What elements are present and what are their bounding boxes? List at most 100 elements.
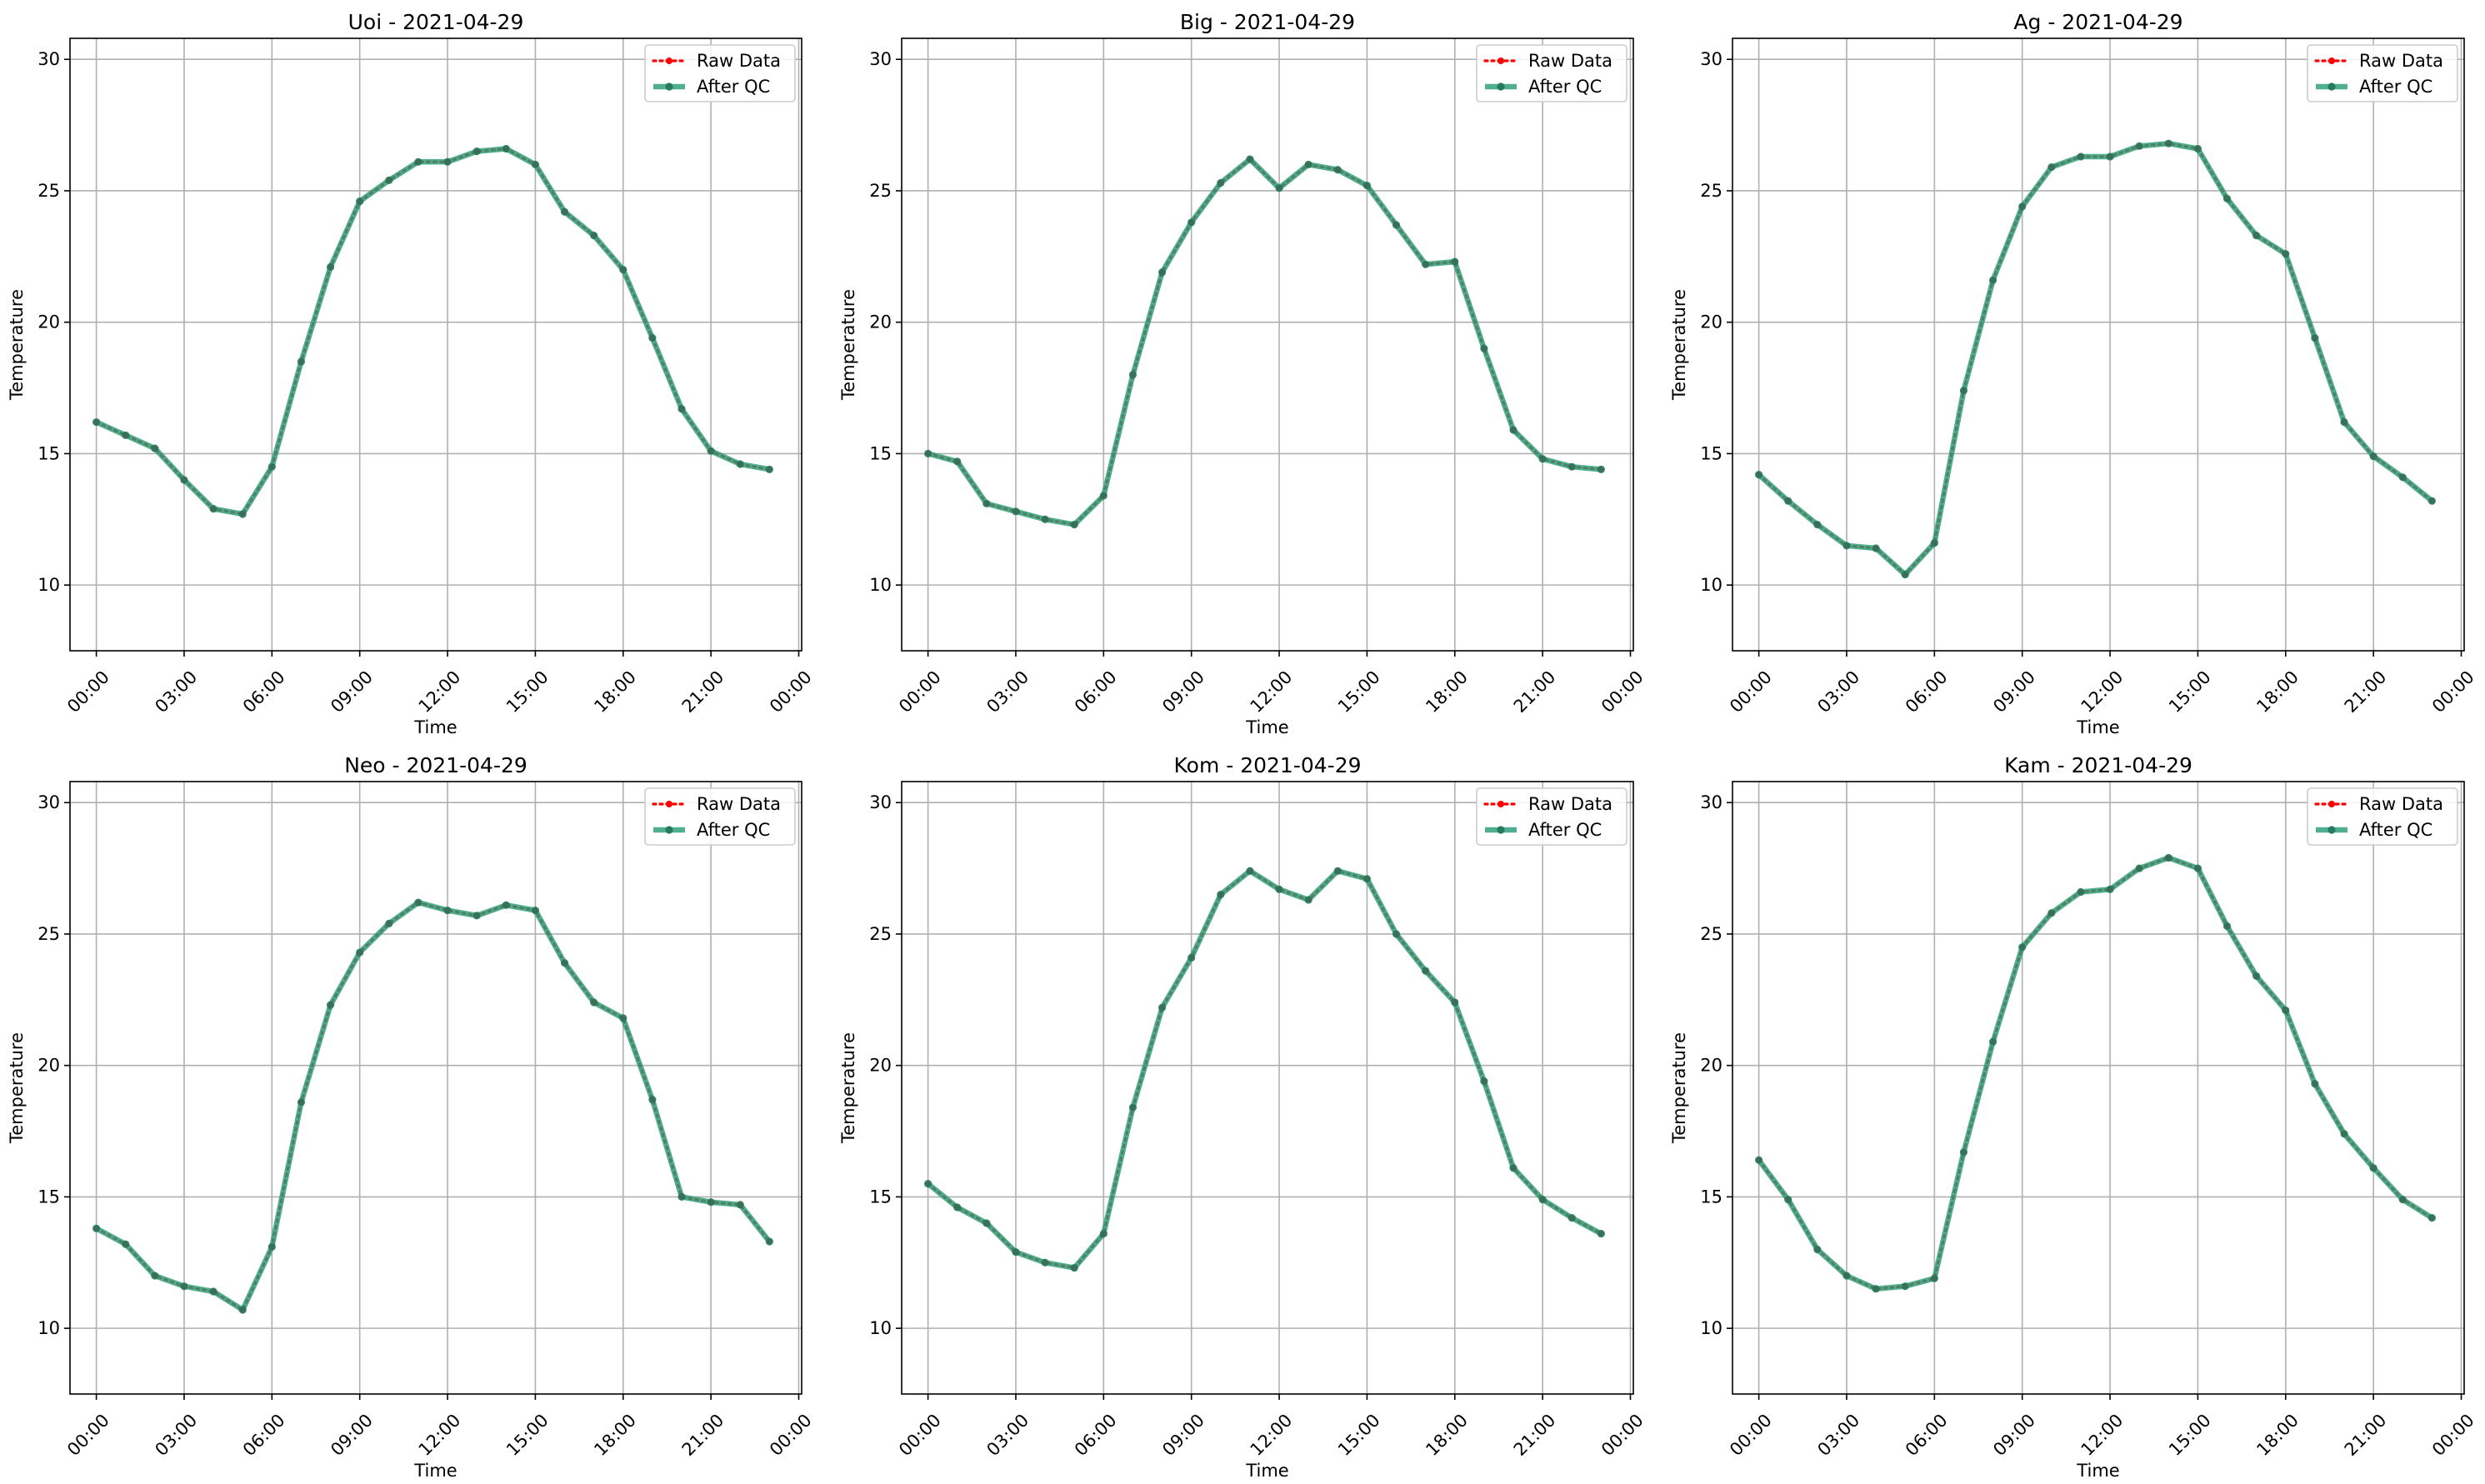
x-tick-label: 12:00: [415, 667, 465, 717]
after-qc-point: [1158, 1003, 1167, 1012]
after-qc-point: [1333, 166, 1342, 174]
after-qc-point: [180, 476, 188, 484]
after-qc-point: [356, 948, 364, 957]
after-qc-point: [1099, 1229, 1108, 1238]
after-qc-point: [2398, 473, 2407, 482]
x-tick-label: 03:00: [982, 667, 1032, 717]
chart-panel: 00:00 03:00 06:00 09:00 12:00 15:00 18:00 21:00…: [838, 753, 1648, 1481]
chart-title: Kam - 2021-04-29: [2004, 753, 2192, 777]
after-qc-point: [1480, 344, 1488, 352]
y-tick-label: 10: [869, 1318, 892, 1338]
y-tick-label: 20: [38, 312, 60, 332]
after-qc-point: [1901, 570, 1909, 579]
y-tick-label: 10: [38, 575, 60, 595]
x-tick-label: 09:00: [327, 1410, 377, 1460]
after-qc-point: [648, 334, 657, 342]
x-tick-label: 12:00: [2078, 667, 2128, 717]
x-tick-label: 21:00: [678, 1410, 728, 1460]
y-axis-label: Temperature: [7, 1032, 27, 1144]
after-qc-point: [1901, 1282, 1909, 1291]
after-qc-point: [2282, 1006, 2290, 1015]
x-tick-label: 21:00: [1510, 1410, 1560, 1460]
after-qc-point: [560, 959, 569, 967]
after-qc-point: [765, 465, 773, 473]
after-qc-point: [1988, 276, 1998, 284]
after-qc-point: [1070, 520, 1078, 529]
x-tick-label: 06:00: [1902, 1410, 1952, 1460]
x-tick-label: 00:00: [2428, 1410, 2478, 1460]
after-qc-point: [1784, 497, 1792, 505]
legend-marker: [665, 826, 673, 834]
y-tick-label: 30: [1700, 792, 1722, 812]
legend-marker: [1498, 57, 1504, 64]
axes-frame: [1732, 781, 2465, 1395]
x-tick-label: 00:00: [1726, 667, 1776, 717]
series-line-after-qc: [1757, 855, 2434, 1292]
after-qc-point: [1597, 465, 1605, 473]
after-qc-point: [1304, 896, 1312, 904]
x-tick-label: 18:00: [590, 1410, 640, 1460]
after-qc-point: [1422, 967, 1430, 975]
after-qc-point: [472, 147, 481, 156]
legend-label: Raw Data: [2359, 794, 2443, 814]
legend-label: Raw Data: [2359, 51, 2443, 71]
x-tick-label: 18:00: [1422, 1410, 1472, 1460]
after-qc-point: [2077, 887, 2085, 897]
after-qc-point: [2311, 334, 2319, 342]
after-qc-point: [1275, 885, 1283, 893]
after-qc-point: [2018, 943, 2027, 952]
chart-panel: 00:00 03:00 06:00 09:00 12:00 15:00 18:00 21:00…: [838, 10, 1648, 737]
after-qc-point: [268, 462, 276, 471]
after-qc-point: [590, 231, 598, 240]
after-qc-point: [707, 1198, 715, 1207]
x-tick-label: 03:00: [151, 667, 201, 717]
series-line-after-qc: [95, 899, 772, 1313]
chart-title: Ag - 2021-04-29: [2013, 10, 2182, 34]
after-qc-point: [356, 197, 364, 206]
legend: Raw Data After QC: [644, 787, 796, 846]
x-axis-label: Time: [413, 717, 457, 737]
legend-marker: [2328, 801, 2335, 807]
legend: Raw Data After QC: [1476, 787, 1628, 846]
y-tick-label: 15: [38, 1187, 60, 1207]
x-tick-label: 03:00: [982, 1410, 1032, 1460]
after-qc-point: [1451, 998, 1459, 1007]
after-qc-point: [1872, 544, 1880, 552]
legend-marker: [2328, 57, 2335, 64]
y-tick-label: 20: [38, 1056, 60, 1076]
legend-marker: [1498, 801, 1504, 807]
y-tick-label: 25: [1700, 181, 1722, 201]
series-line-after-qc: [926, 868, 1602, 1271]
series-line-after-qc: [927, 156, 1602, 527]
y-tick-label: 25: [869, 924, 892, 944]
after-qc-point: [1333, 867, 1342, 875]
after-qc-point: [209, 1287, 218, 1296]
after-qc-point: [1784, 1195, 1792, 1204]
x-tick-label: 12:00: [415, 1410, 465, 1460]
after-qc-point: [560, 207, 569, 216]
plot-area: [70, 38, 802, 651]
x-tick-label: 06:00: [1902, 667, 1952, 717]
chart-panel: 00:00 03:00 06:00 09:00 12:00 15:00 18:00 21:00…: [7, 753, 816, 1481]
after-qc-point: [2252, 972, 2261, 981]
x-tick-label: 15:00: [2165, 667, 2215, 717]
axes-frame: [69, 37, 802, 652]
after-qc-point: [151, 1272, 159, 1280]
after-qc-point: [1070, 1263, 1078, 1272]
y-tick-label: 15: [869, 1187, 892, 1207]
after-qc-point: [531, 160, 540, 169]
after-qc-point: [2252, 231, 2261, 240]
after-qc-point: [1012, 1248, 1020, 1257]
y-tick-label: 10: [869, 575, 892, 595]
x-axis-label: Time: [1245, 1461, 1288, 1481]
after-qc-point: [472, 912, 481, 920]
plot-area: [902, 782, 1633, 1394]
after-qc-point: [414, 898, 422, 907]
after-qc-point: [590, 998, 598, 1007]
after-qc-point: [1012, 507, 1020, 516]
x-tick-label: 00:00: [1598, 667, 1648, 717]
legend: Raw Data After QC: [1476, 44, 1628, 102]
x-tick-label: 18:00: [2252, 1410, 2302, 1460]
after-qc-point: [1568, 1214, 1576, 1222]
